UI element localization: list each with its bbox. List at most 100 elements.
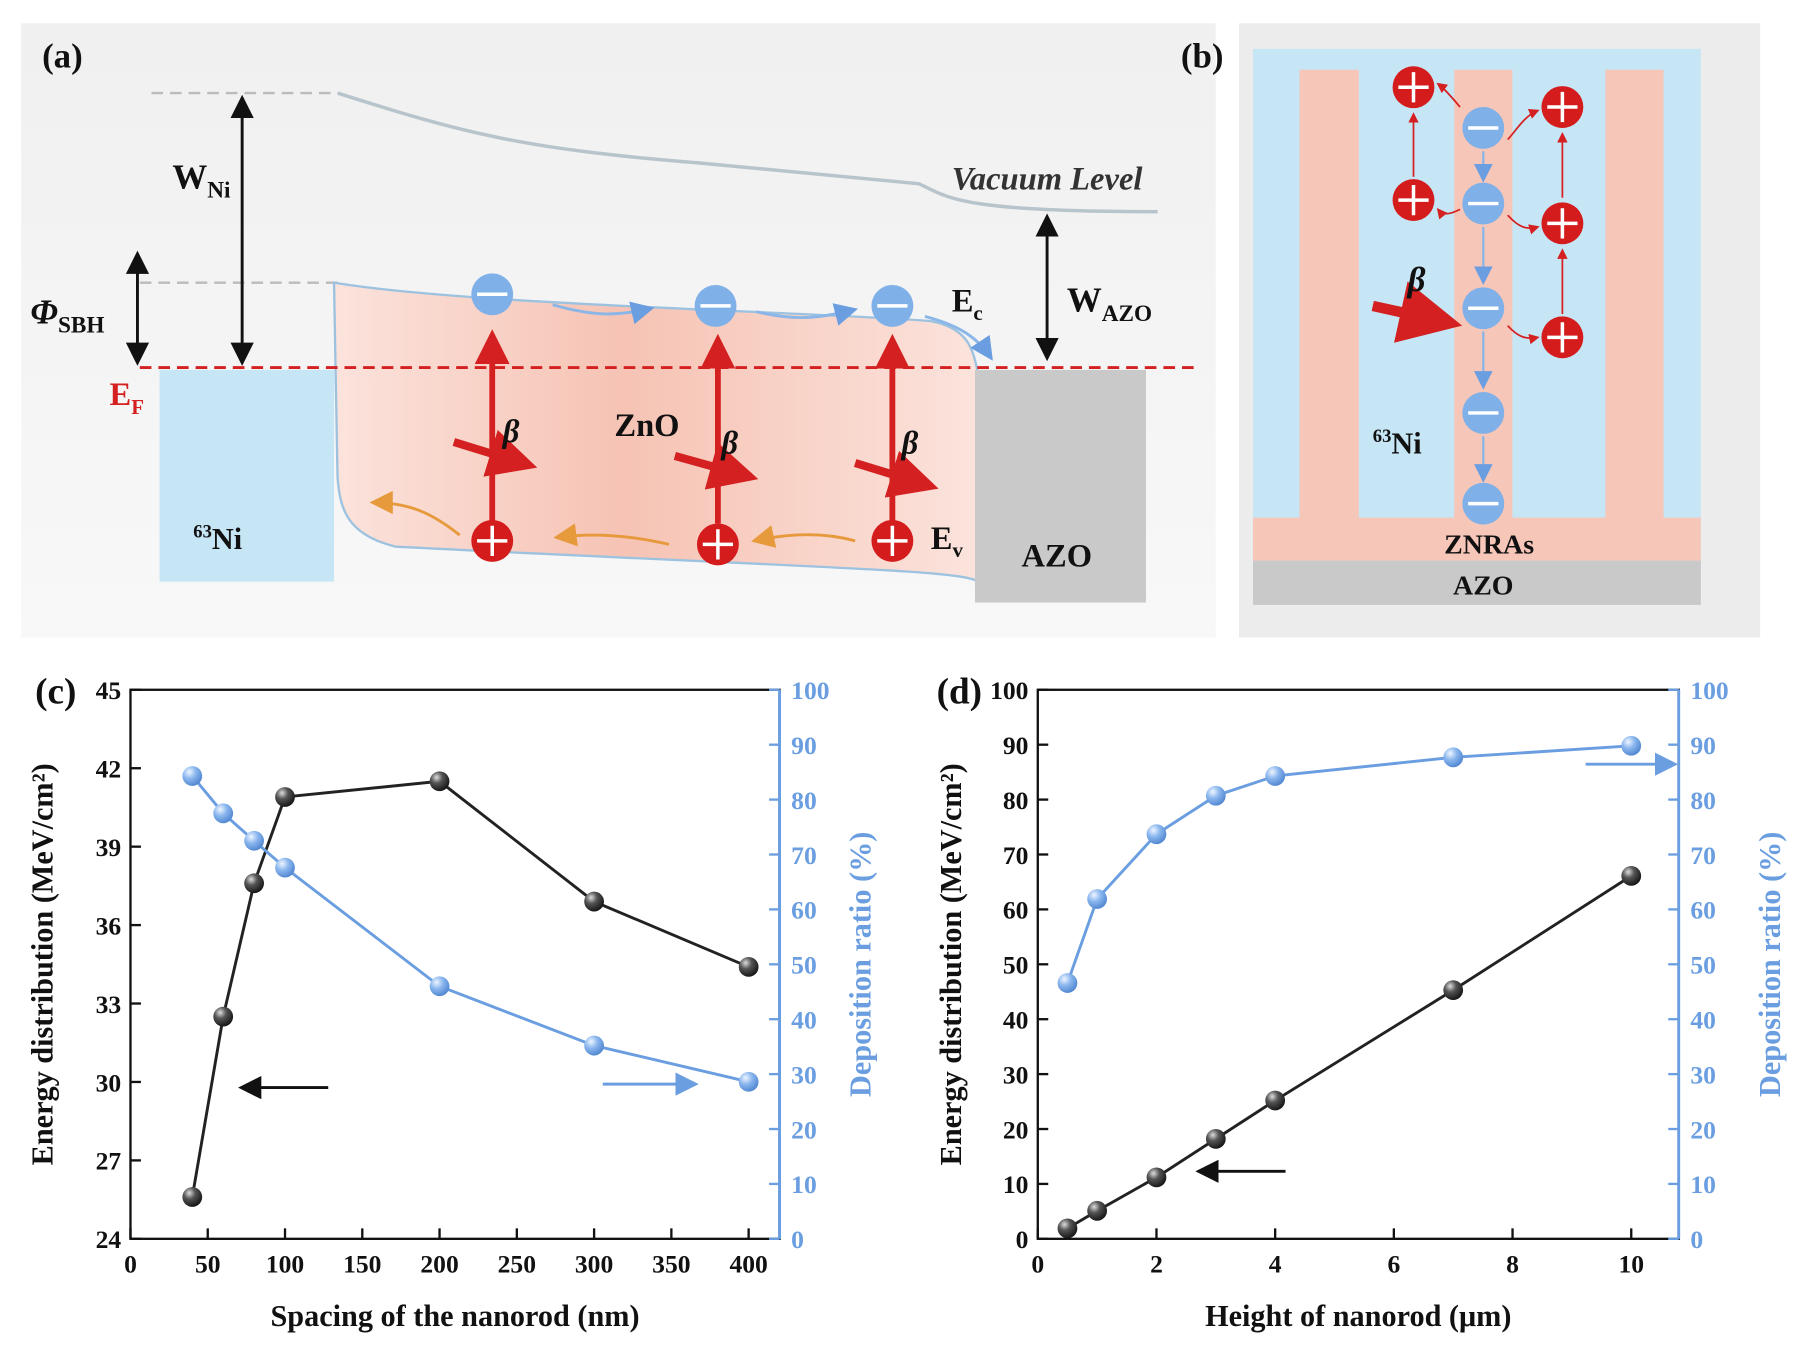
- y2-tick-label: 30: [791, 1060, 817, 1089]
- hole-paths: [1408, 82, 1568, 345]
- holes: [1392, 66, 1584, 359]
- y2-tick-label: 80: [791, 786, 817, 815]
- y2-tick-label: 100: [1690, 676, 1728, 705]
- ni-label: 63Ni: [1373, 426, 1422, 461]
- label-main: W: [1067, 281, 1102, 320]
- y2-tick-label: 20: [791, 1115, 817, 1144]
- x-tick-label: 8: [1506, 1250, 1519, 1279]
- electrons: [471, 273, 914, 327]
- panel-label: (b): [1181, 36, 1224, 75]
- label-main: E: [931, 521, 953, 557]
- electron: [1462, 182, 1505, 225]
- data-point: [244, 830, 264, 851]
- electron: [694, 284, 737, 327]
- beta-label: β: [901, 426, 919, 462]
- guide-arrows: [238, 752, 1679, 1183]
- y-tick-label: 60: [1003, 896, 1029, 925]
- y2-tick-label: 90: [1690, 731, 1716, 760]
- x-tick-label: 350: [652, 1250, 690, 1279]
- y2-axis-label: Deposition ratio (%): [843, 832, 877, 1097]
- electron: [1462, 482, 1505, 525]
- y2-tick-label: 10: [791, 1170, 817, 1199]
- data-point: [1443, 747, 1464, 768]
- x-tick-label: 0: [1031, 1250, 1044, 1279]
- y-tick-label: 80: [1003, 786, 1029, 815]
- x-tick-label: 10: [1618, 1250, 1644, 1279]
- hole-arrows: [369, 490, 856, 548]
- y2-tick-label: 50: [791, 951, 817, 980]
- y2-tick-label: 70: [1690, 841, 1716, 870]
- flow-arrow: [755, 303, 858, 326]
- panel-label: (a): [42, 36, 83, 75]
- data-point: [1205, 1129, 1226, 1149]
- y2-tick-label: 70: [791, 841, 817, 870]
- ni-label: 63Ni: [193, 521, 242, 556]
- label-sub: SBH: [58, 313, 105, 339]
- y-tick-label: 24: [96, 1225, 122, 1254]
- x-axis-label: Spacing of the nanorod (nm): [270, 1299, 639, 1333]
- y-tick-label: 27: [96, 1147, 122, 1176]
- vacuum-level-label: Vacuum Level: [952, 162, 1143, 198]
- hole: [696, 523, 739, 566]
- hole: [1541, 86, 1584, 128]
- chart-title: (d): [937, 672, 983, 713]
- data-point: [1621, 866, 1642, 886]
- panel-a: (a) WNi ΦSBH EF Vacuum Level WAZO Ec Ev …: [21, 23, 1216, 638]
- data-point: [1621, 735, 1642, 756]
- electron: [1462, 287, 1505, 330]
- beta-arrow: [1371, 281, 1463, 343]
- azo-label: AZO: [1021, 538, 1092, 574]
- x-tick-label: 300: [575, 1250, 613, 1279]
- label-sub: AZO: [1102, 301, 1152, 327]
- label-main: Φ: [30, 292, 58, 331]
- data-point: [244, 873, 264, 894]
- y-axis-label: Energy distribution (MeV/cm²): [934, 763, 968, 1165]
- label-main: E: [110, 377, 132, 413]
- azo-label: AZO: [1453, 570, 1513, 601]
- nanorod: [1605, 69, 1664, 524]
- data-point: [213, 803, 234, 824]
- plot-frame: [129, 688, 781, 1240]
- electrons: [1462, 107, 1505, 525]
- y2-axis-label: Deposition ratio (%): [1753, 832, 1787, 1097]
- y2-tick-label: 60: [791, 896, 817, 925]
- data-point: [584, 1035, 604, 1056]
- y-tick-label: 39: [96, 833, 122, 862]
- panel-b: (b) β 63Ni ZNRAs AZO: [1181, 23, 1761, 638]
- energy-arrows: [125, 94, 1059, 366]
- hole: [1392, 179, 1435, 222]
- e-c-label: Ec: [952, 284, 983, 325]
- y2-tick-label: 40: [1690, 1006, 1716, 1035]
- data-point: [1265, 766, 1286, 786]
- label-main: Ni: [212, 522, 242, 556]
- znras-base: [1252, 517, 1701, 561]
- beta-arrow: [853, 450, 939, 498]
- y-tick-label: 90: [1003, 731, 1029, 760]
- vacuum-level-line: [336, 91, 1158, 214]
- flow-arrow: [552, 301, 655, 325]
- y2-tick-label: 90: [791, 731, 817, 760]
- excitation-arrows: [452, 329, 939, 524]
- hole: [1392, 66, 1435, 109]
- data-point: [213, 1006, 234, 1027]
- nanorod: [1299, 69, 1359, 524]
- y2-tick-label: 20: [1690, 1115, 1716, 1144]
- data-point: [1146, 1167, 1167, 1188]
- y-tick-label: 30: [1003, 1060, 1029, 1089]
- y-tick-label: 40: [1003, 1006, 1029, 1035]
- beta-label: β: [720, 426, 738, 462]
- electron: [871, 284, 914, 327]
- e-v-label: Ev: [931, 521, 964, 562]
- y2-tick-label: 100: [791, 676, 829, 705]
- y2-tick-label: 10: [1690, 1170, 1716, 1199]
- electron: [1462, 392, 1505, 434]
- flow-arrow: [751, 525, 856, 548]
- flow-arrow: [553, 523, 670, 547]
- y2-tick-label: 40: [791, 1006, 817, 1035]
- y2-tick-label: 0: [791, 1225, 804, 1254]
- label-sub: F: [131, 395, 144, 419]
- data-point: [1087, 889, 1108, 909]
- beta-label: β: [1406, 260, 1426, 299]
- label-sup: 63: [193, 521, 212, 542]
